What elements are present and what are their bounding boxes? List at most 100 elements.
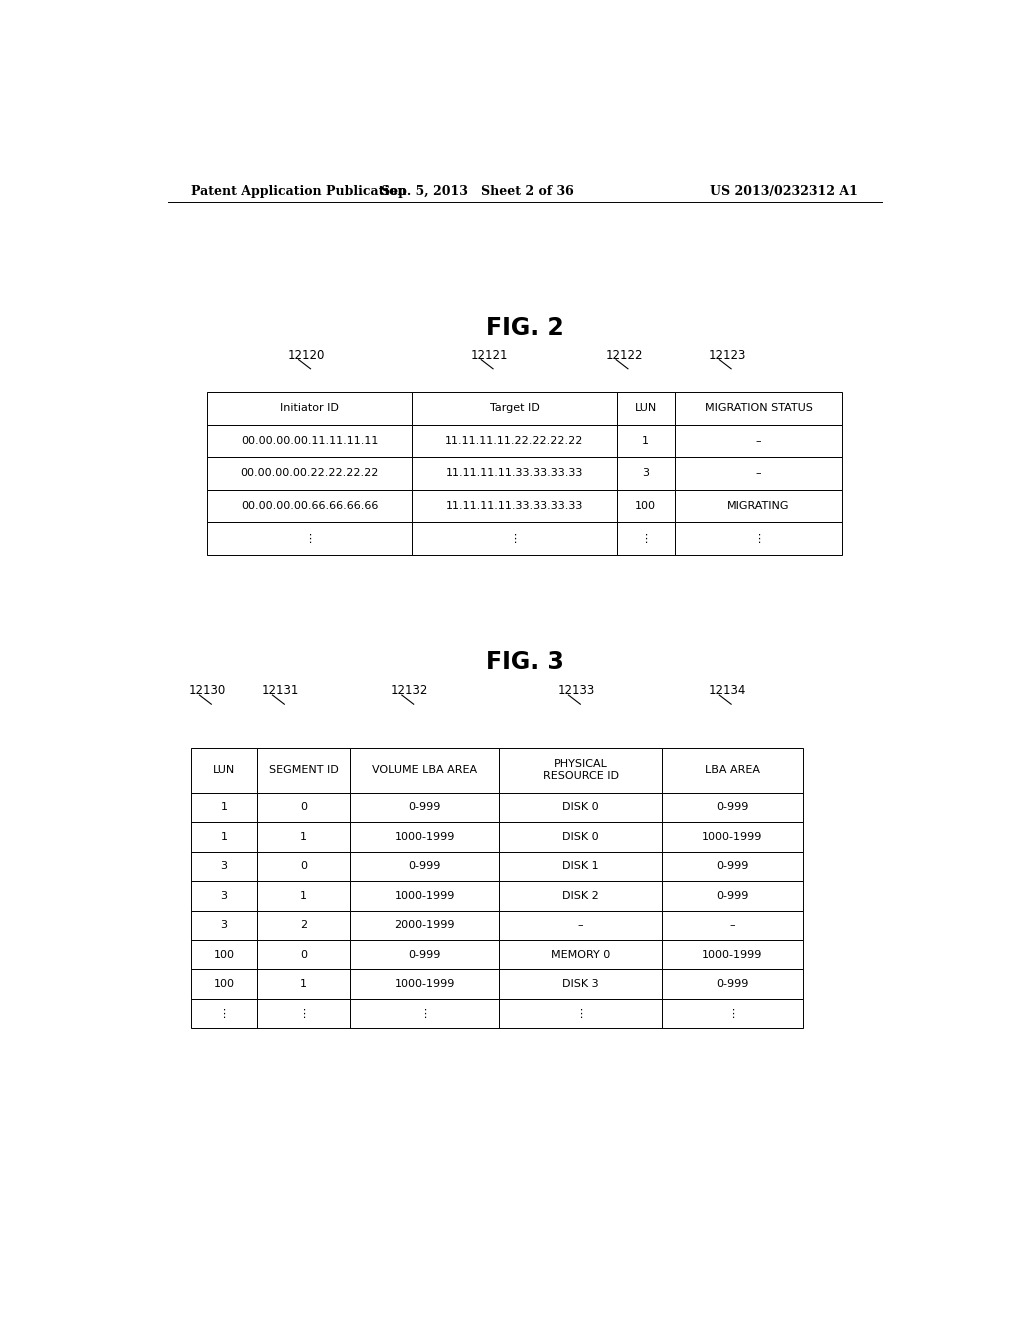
Bar bbox=[675, 392, 842, 425]
Text: PHYSICAL
RESOURCE ID: PHYSICAL RESOURCE ID bbox=[543, 759, 618, 781]
Text: 1: 1 bbox=[642, 436, 649, 446]
Bar bbox=[663, 851, 803, 880]
Text: 0-999: 0-999 bbox=[716, 803, 749, 812]
Text: 3: 3 bbox=[220, 862, 227, 871]
Text: –: – bbox=[729, 920, 735, 931]
Text: VOLUME LBA AREA: VOLUME LBA AREA bbox=[373, 766, 477, 775]
Text: –: – bbox=[578, 920, 584, 931]
Bar bbox=[500, 969, 663, 999]
Bar bbox=[350, 822, 500, 851]
Text: 12123: 12123 bbox=[709, 348, 745, 362]
Bar bbox=[257, 792, 350, 822]
Bar bbox=[412, 490, 616, 523]
Bar bbox=[663, 940, 803, 969]
Bar bbox=[663, 969, 803, 999]
Text: MEMORY 0: MEMORY 0 bbox=[551, 950, 610, 960]
Text: FIG. 3: FIG. 3 bbox=[485, 649, 564, 673]
Text: 00.00.00.00.22.22.22.22: 00.00.00.00.22.22.22.22 bbox=[241, 469, 379, 478]
Text: –: – bbox=[756, 469, 761, 478]
Bar bbox=[257, 880, 350, 911]
Text: 1: 1 bbox=[300, 979, 307, 989]
Bar bbox=[675, 457, 842, 490]
Text: 1000-1999: 1000-1999 bbox=[702, 950, 763, 960]
Text: ⋮: ⋮ bbox=[509, 533, 520, 544]
Text: ⋮: ⋮ bbox=[218, 1008, 229, 1019]
Bar bbox=[191, 880, 257, 911]
Text: 1000-1999: 1000-1999 bbox=[394, 832, 455, 842]
Text: DISK 2: DISK 2 bbox=[562, 891, 599, 900]
Bar bbox=[257, 748, 350, 792]
Text: ⋮: ⋮ bbox=[727, 1008, 738, 1019]
Bar bbox=[412, 425, 616, 457]
Text: ⋮: ⋮ bbox=[419, 1008, 430, 1019]
Text: ⋮: ⋮ bbox=[640, 533, 651, 544]
Bar bbox=[500, 911, 663, 940]
Bar bbox=[412, 392, 616, 425]
Bar bbox=[500, 822, 663, 851]
Bar bbox=[616, 457, 675, 490]
Bar bbox=[350, 911, 500, 940]
Bar bbox=[257, 940, 350, 969]
Text: SEGMENT ID: SEGMENT ID bbox=[268, 766, 338, 775]
Text: Target ID: Target ID bbox=[489, 404, 540, 413]
Text: 11.11.11.11.33.33.33.33: 11.11.11.11.33.33.33.33 bbox=[445, 469, 584, 478]
Text: 11.11.11.11.33.33.33.33: 11.11.11.11.33.33.33.33 bbox=[445, 502, 584, 511]
Bar bbox=[675, 490, 842, 523]
Text: 3: 3 bbox=[642, 469, 649, 478]
Bar bbox=[207, 425, 412, 457]
Text: ⋮: ⋮ bbox=[753, 533, 764, 544]
Bar bbox=[257, 822, 350, 851]
Text: 3: 3 bbox=[220, 891, 227, 900]
Bar bbox=[675, 425, 842, 457]
Text: 00.00.00.00.11.11.11.11: 00.00.00.00.11.11.11.11 bbox=[241, 436, 379, 446]
Text: 100: 100 bbox=[214, 979, 234, 989]
Text: FIG. 2: FIG. 2 bbox=[486, 315, 563, 341]
Text: DISK 1: DISK 1 bbox=[562, 862, 599, 871]
Bar bbox=[350, 999, 500, 1028]
Text: 0: 0 bbox=[300, 803, 307, 812]
Bar bbox=[616, 523, 675, 554]
Bar bbox=[191, 792, 257, 822]
Bar bbox=[257, 999, 350, 1028]
Bar bbox=[191, 969, 257, 999]
Text: US 2013/0232312 A1: US 2013/0232312 A1 bbox=[711, 185, 858, 198]
Bar bbox=[500, 880, 663, 911]
Text: 12122: 12122 bbox=[605, 348, 643, 362]
Text: LUN: LUN bbox=[635, 404, 657, 413]
Text: DISK 0: DISK 0 bbox=[562, 832, 599, 842]
Text: 1000-1999: 1000-1999 bbox=[394, 891, 455, 900]
Text: MIGRATION STATUS: MIGRATION STATUS bbox=[705, 404, 812, 413]
Text: ⋮: ⋮ bbox=[304, 533, 315, 544]
Bar bbox=[350, 792, 500, 822]
Bar bbox=[191, 911, 257, 940]
Text: Sep. 5, 2013   Sheet 2 of 36: Sep. 5, 2013 Sheet 2 of 36 bbox=[381, 185, 573, 198]
Bar bbox=[663, 880, 803, 911]
Text: 12130: 12130 bbox=[188, 685, 226, 697]
Bar bbox=[500, 851, 663, 880]
Text: ⋮: ⋮ bbox=[298, 1008, 309, 1019]
Text: 1000-1999: 1000-1999 bbox=[394, 979, 455, 989]
Bar bbox=[350, 940, 500, 969]
Bar bbox=[500, 792, 663, 822]
Bar bbox=[663, 999, 803, 1028]
Bar bbox=[257, 851, 350, 880]
Text: 1: 1 bbox=[220, 832, 227, 842]
Bar bbox=[257, 969, 350, 999]
Bar bbox=[663, 822, 803, 851]
Bar bbox=[500, 940, 663, 969]
Bar bbox=[191, 851, 257, 880]
Text: 100: 100 bbox=[214, 950, 234, 960]
Bar bbox=[500, 748, 663, 792]
Bar bbox=[500, 999, 663, 1028]
Text: 11.11.11.11.22.22.22.22: 11.11.11.11.22.22.22.22 bbox=[445, 436, 584, 446]
Bar bbox=[207, 392, 412, 425]
Bar bbox=[191, 748, 257, 792]
Text: 12133: 12133 bbox=[558, 685, 595, 697]
Text: 0: 0 bbox=[300, 862, 307, 871]
Text: LUN: LUN bbox=[213, 766, 236, 775]
Text: 12120: 12120 bbox=[288, 348, 326, 362]
Text: 12134: 12134 bbox=[709, 685, 745, 697]
Text: 1: 1 bbox=[220, 803, 227, 812]
Bar bbox=[663, 792, 803, 822]
Bar bbox=[412, 457, 616, 490]
